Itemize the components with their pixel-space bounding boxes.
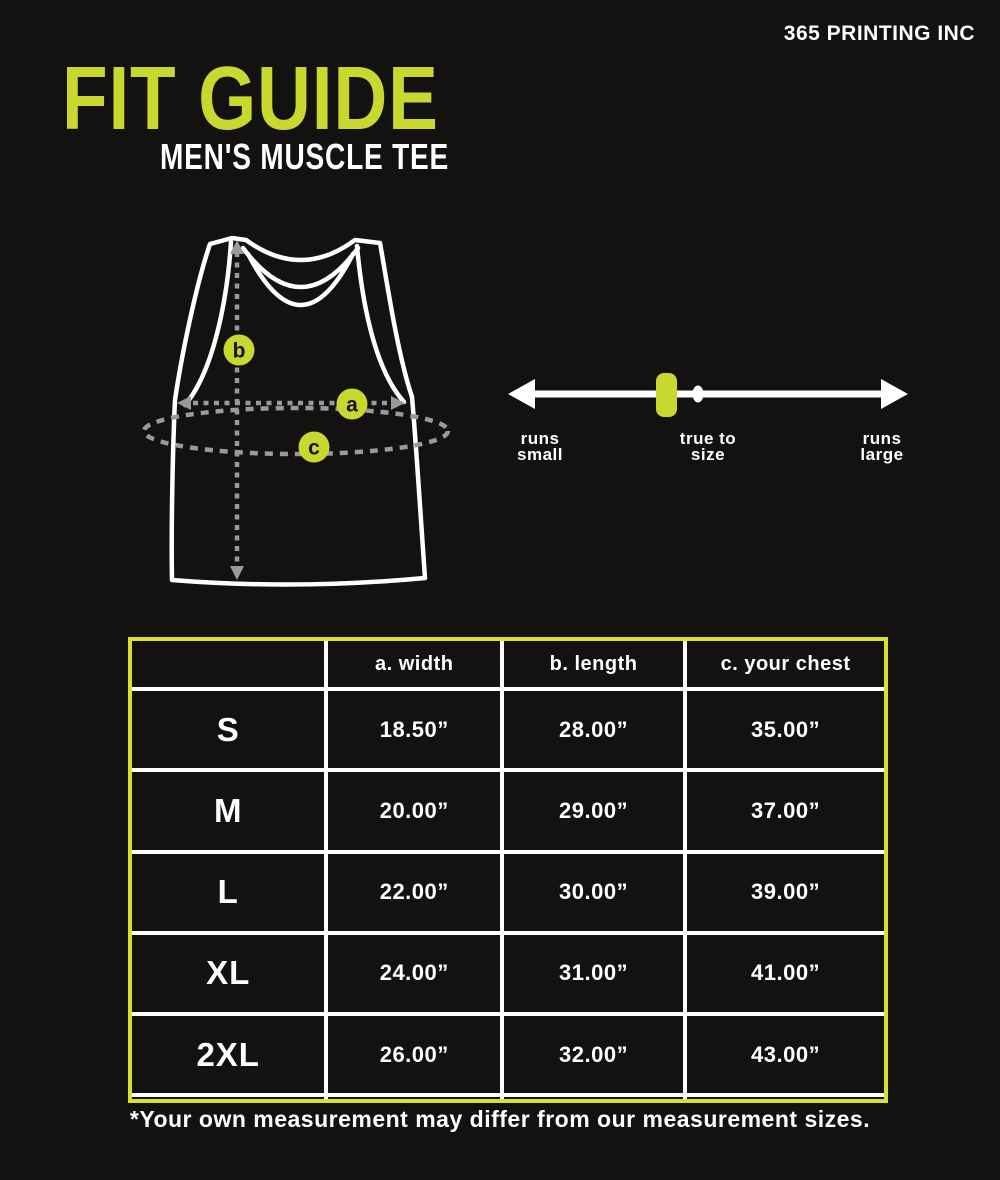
width-value: 20.00” <box>324 768 505 854</box>
chest-value: 39.00” <box>683 849 884 935</box>
header-length: b. length <box>500 641 688 692</box>
chest-value: 37.00” <box>683 768 884 854</box>
left-armhole-trim <box>182 239 234 408</box>
width-measure-arrow <box>177 396 405 410</box>
page-subtitle: MEN'S MUSCLE TEE <box>160 136 450 177</box>
width-value: 22.00” <box>324 849 505 935</box>
length-value: 31.00” <box>500 930 688 1016</box>
scale-label-true-to-size: true to size <box>658 429 758 464</box>
scale-label-line: runs <box>520 429 560 448</box>
fit-scale <box>508 373 908 417</box>
scale-center-dot <box>692 385 704 403</box>
scale-label-line: large <box>860 445 904 464</box>
length-measure-arrow <box>230 240 244 580</box>
length-value: 28.00” <box>500 687 688 773</box>
length-value: 32.00” <box>500 1011 688 1098</box>
size-label <box>132 1093 329 1099</box>
scale-label-line: size <box>690 445 726 464</box>
width-value: 26.00” <box>324 1011 505 1098</box>
chest-value: 43.00” <box>683 1011 884 1098</box>
table-row-l: L 22.00” 30.00” 39.00” <box>132 849 884 935</box>
page-title: FIT GUIDE <box>62 49 439 149</box>
size-label: 2XL <box>132 1011 329 1098</box>
scale-label-runs-large: runs large <box>847 429 917 464</box>
length-value <box>500 1093 688 1099</box>
width-value <box>324 1093 505 1099</box>
size-label: M <box>132 768 329 854</box>
chest-value: 35.00” <box>683 687 884 773</box>
table-row-m: M 20.00” 29.00” 37.00” <box>132 768 884 854</box>
badge-a-circle <box>336 388 368 420</box>
badge-b-label: b <box>233 340 246 363</box>
muscle-tee-diagram: b a c <box>141 235 451 587</box>
table-row-empty <box>132 1093 884 1099</box>
header-width: a. width <box>324 641 505 692</box>
shirt-outline-icon <box>169 235 428 587</box>
table-row-s: S 18.50” 28.00” 35.00” <box>132 687 884 773</box>
collar-inner-line <box>245 251 356 308</box>
measurement-disclaimer: *Your own measurement may differ from ou… <box>129 1106 871 1132</box>
scale-label-line: runs <box>862 429 902 448</box>
fit-indicator-marker <box>656 373 677 417</box>
size-label: XL <box>132 930 329 1016</box>
size-label: S <box>132 687 329 773</box>
scale-label-line: small <box>517 445 563 464</box>
chest-value <box>683 1093 884 1099</box>
header-blank <box>132 641 329 692</box>
brand-name: 365 PRINTING INC <box>783 22 975 45</box>
length-value: 29.00” <box>500 768 688 854</box>
table-row-2xl: 2XL 26.00” 32.00” 43.00” <box>132 1011 884 1098</box>
length-value: 30.00” <box>500 849 688 935</box>
size-label: L <box>132 849 329 935</box>
scale-label-line: true to <box>679 429 737 448</box>
header-chest: c. your chest <box>683 641 884 692</box>
badge-a-label: a <box>346 394 358 417</box>
badge-c-circle <box>298 431 330 463</box>
badge-c-label: c <box>308 437 320 460</box>
measure-badges: b a c <box>223 334 368 463</box>
table-row-xl: XL 24.00” 31.00” 41.00” <box>132 930 884 1016</box>
width-value: 24.00” <box>324 930 505 1016</box>
scale-label-runs-small: runs small <box>505 429 575 464</box>
collar-outer-line <box>240 245 361 290</box>
size-table-header-row: a. width b. length c. your chest <box>132 641 884 692</box>
chest-value: 41.00” <box>683 930 884 1016</box>
chest-measure-ellipse <box>141 405 451 457</box>
size-table: a. width b. length c. your chest S 18.50… <box>128 637 888 1103</box>
width-value: 18.50” <box>324 687 505 773</box>
right-armhole-trim <box>354 243 407 405</box>
fit-scale-arrow-icon <box>508 379 908 409</box>
badge-b-circle <box>223 334 255 366</box>
